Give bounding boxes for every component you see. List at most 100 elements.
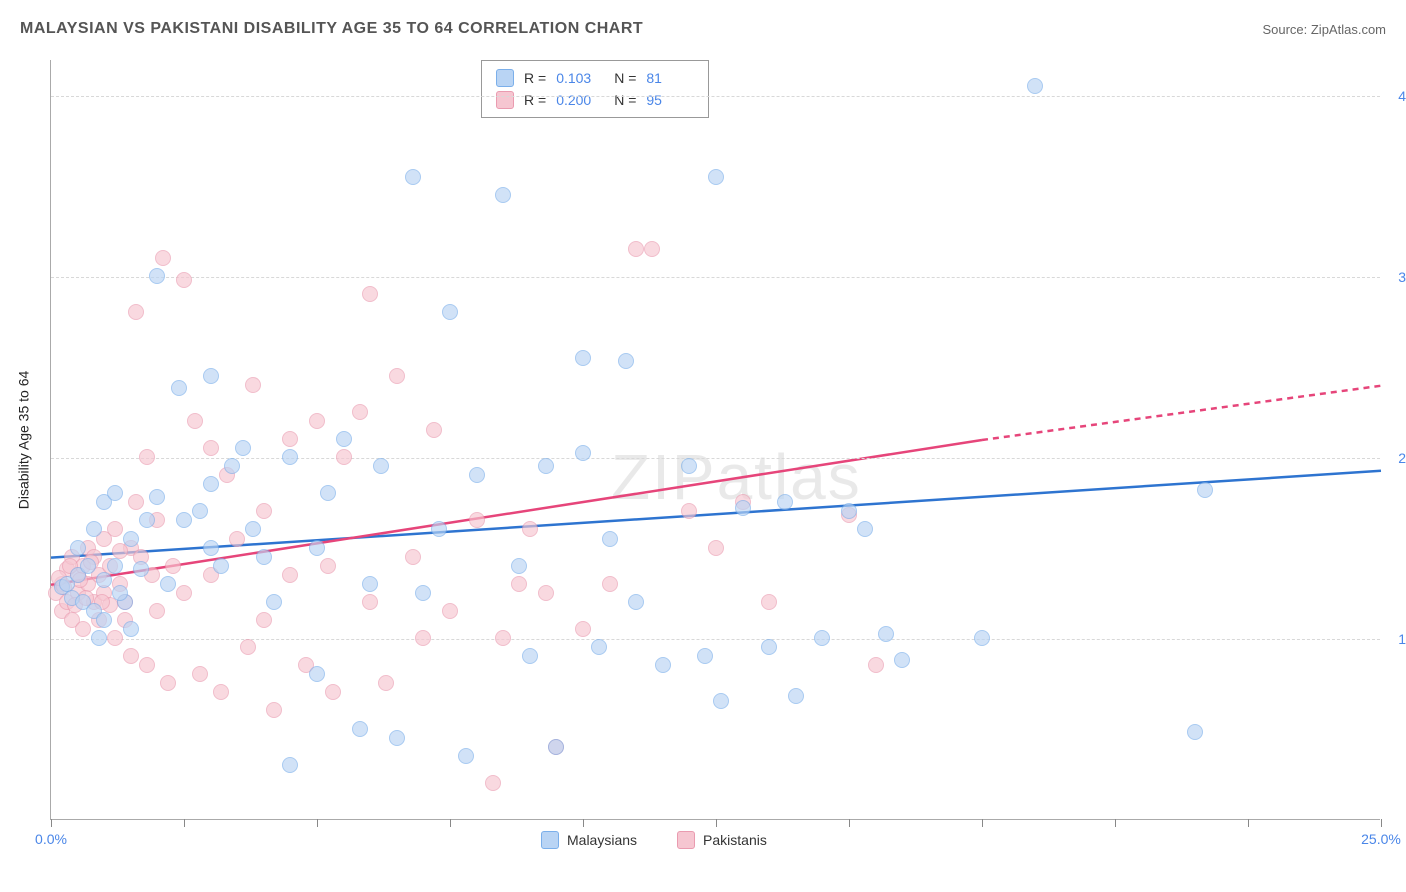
scatter-point-malaysians (139, 512, 155, 528)
scatter-point-pakistanis (128, 494, 144, 510)
scatter-point-pakistanis (203, 440, 219, 456)
scatter-point-malaysians (602, 531, 618, 547)
scatter-point-pakistanis (415, 630, 431, 646)
scatter-point-malaysians (171, 380, 187, 396)
scatter-point-malaysians (320, 485, 336, 501)
scatter-point-pakistanis (511, 576, 527, 592)
scatter-point-pakistanis (485, 775, 501, 791)
scatter-point-malaysians (235, 440, 251, 456)
scatter-point-malaysians (655, 657, 671, 673)
n-label: N = (614, 70, 636, 86)
scatter-point-pakistanis (229, 531, 245, 547)
scatter-point-malaysians (389, 730, 405, 746)
scatter-point-malaysians (628, 594, 644, 610)
scatter-point-malaysians (192, 503, 208, 519)
scatter-point-pakistanis (761, 594, 777, 610)
scatter-point-malaysians (176, 512, 192, 528)
scatter-point-malaysians (224, 458, 240, 474)
scatter-point-malaysians (107, 558, 123, 574)
scatter-point-pakistanis (240, 639, 256, 655)
scatter-point-pakistanis (320, 558, 336, 574)
x-tick (716, 819, 717, 827)
scatter-point-malaysians (522, 648, 538, 664)
scatter-point-pakistanis (681, 503, 697, 519)
scatter-point-malaysians (575, 445, 591, 461)
scatter-point-pakistanis (708, 540, 724, 556)
legend-item-pakistanis: Pakistanis (677, 831, 767, 849)
scatter-point-pakistanis (107, 521, 123, 537)
correlation-statbox: R = 0.103 N = 81 R = 0.200 N = 95 (481, 60, 709, 118)
y-axis-label-area: Disability Age 35 to 64 (8, 60, 38, 820)
scatter-point-pakistanis (362, 594, 378, 610)
scatter-point-pakistanis (405, 549, 421, 565)
scatter-point-pakistanis (282, 431, 298, 447)
scatter-point-pakistanis (352, 404, 368, 420)
scatter-point-malaysians (469, 467, 485, 483)
scatter-point-malaysians (91, 630, 107, 646)
scatter-point-pakistanis (336, 449, 352, 465)
scatter-point-pakistanis (139, 449, 155, 465)
swatch-malaysians-icon (496, 69, 514, 87)
scatter-point-pakistanis (538, 585, 554, 601)
scatter-point-malaysians (431, 521, 447, 537)
swatch-pakistanis-icon (677, 831, 695, 849)
scatter-point-malaysians (70, 540, 86, 556)
scatter-point-malaysians (282, 449, 298, 465)
scatter-point-pakistanis (469, 512, 485, 528)
gridline (51, 96, 1380, 97)
scatter-point-malaysians (149, 489, 165, 505)
r-value-malaysians: 0.103 (556, 70, 604, 86)
gridline (51, 458, 1380, 459)
source-label: Source: ZipAtlas.com (1262, 22, 1386, 37)
scatter-point-pakistanis (187, 413, 203, 429)
scatter-point-malaysians (442, 304, 458, 320)
scatter-point-malaysians (735, 500, 751, 516)
scatter-point-malaysians (458, 748, 474, 764)
scatter-point-malaysians (373, 458, 389, 474)
scatter-point-malaysians (713, 693, 729, 709)
scatter-point-pakistanis (442, 603, 458, 619)
scatter-point-malaysians (245, 521, 261, 537)
scatter-point-pakistanis (575, 621, 591, 637)
scatter-point-pakistanis (325, 684, 341, 700)
scatter-point-malaysians (1027, 78, 1043, 94)
scatter-point-malaysians (362, 576, 378, 592)
scatter-point-pakistanis (256, 503, 272, 519)
scatter-point-pakistanis (149, 603, 165, 619)
scatter-point-malaysians (256, 549, 272, 565)
scatter-point-malaysians (80, 558, 96, 574)
x-tick (184, 819, 185, 827)
scatter-point-malaysians (1187, 724, 1203, 740)
scatter-point-malaysians (96, 612, 112, 628)
scatter-point-pakistanis (107, 630, 123, 646)
scatter-point-malaysians (708, 169, 724, 185)
swatch-pakistanis-icon (496, 91, 514, 109)
scatter-point-malaysians (415, 585, 431, 601)
scatter-point-malaysians (282, 757, 298, 773)
scatter-point-pakistanis (378, 675, 394, 691)
scatter-point-pakistanis (192, 666, 208, 682)
scatter-point-malaysians (894, 652, 910, 668)
scatter-point-pakistanis (256, 612, 272, 628)
scatter-point-malaysians (697, 648, 713, 664)
scatter-point-malaysians (548, 739, 564, 755)
scatter-point-malaysians (511, 558, 527, 574)
x-tick-label: 25.0% (1361, 831, 1401, 847)
scatter-point-pakistanis (245, 377, 261, 393)
scatter-point-malaysians (107, 485, 123, 501)
r-label: R = (524, 92, 546, 108)
scatter-point-malaysians (841, 503, 857, 519)
scatter-point-pakistanis (868, 657, 884, 673)
scatter-point-pakistanis (426, 422, 442, 438)
scatter-point-malaysians (86, 521, 102, 537)
scatter-point-malaysians (112, 585, 128, 601)
x-tick (317, 819, 318, 827)
scatter-point-malaysians (149, 268, 165, 284)
scatter-point-malaysians (575, 350, 591, 366)
scatter-point-pakistanis (176, 585, 192, 601)
scatter-point-malaysians (857, 521, 873, 537)
scatter-point-malaysians (123, 621, 139, 637)
x-tick (1381, 819, 1382, 827)
scatter-point-malaysians (974, 630, 990, 646)
scatter-point-malaysians (591, 639, 607, 655)
